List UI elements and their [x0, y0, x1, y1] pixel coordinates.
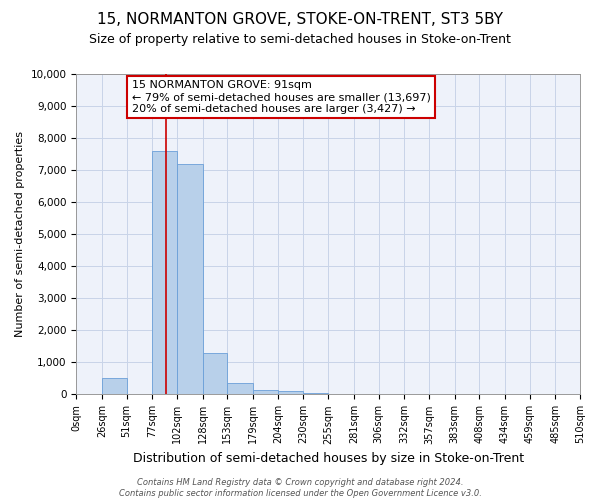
Bar [278, 391, 304, 394]
X-axis label: Distribution of semi-detached houses by size in Stoke-on-Trent: Distribution of semi-detached houses by … [133, 452, 524, 465]
Text: Contains HM Land Registry data © Crown copyright and database right 2024.
Contai: Contains HM Land Registry data © Crown c… [119, 478, 481, 498]
Text: 15, NORMANTON GROVE, STOKE-ON-TRENT, ST3 5BY: 15, NORMANTON GROVE, STOKE-ON-TRENT, ST3… [97, 12, 503, 28]
Bar [102, 378, 127, 394]
Bar [203, 353, 227, 395]
Y-axis label: Number of semi-detached properties: Number of semi-detached properties [15, 131, 25, 337]
Text: Size of property relative to semi-detached houses in Stoke-on-Trent: Size of property relative to semi-detach… [89, 32, 511, 46]
Bar [152, 151, 177, 394]
Bar [304, 393, 328, 394]
Bar [253, 390, 278, 394]
Bar [177, 164, 203, 394]
Text: 15 NORMANTON GROVE: 91sqm
← 79% of semi-detached houses are smaller (13,697)
20%: 15 NORMANTON GROVE: 91sqm ← 79% of semi-… [131, 80, 431, 114]
Bar [227, 383, 253, 394]
